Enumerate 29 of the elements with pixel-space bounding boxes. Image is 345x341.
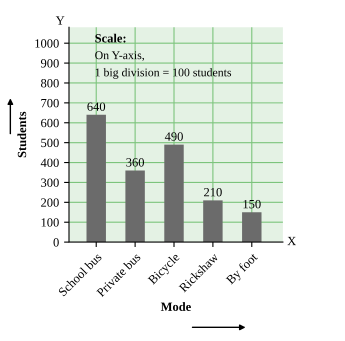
x-axis-title: Mode xyxy=(160,302,191,311)
annotation: On Y-axis, xyxy=(95,51,144,61)
y-tick-label: 400 xyxy=(40,158,59,168)
bar xyxy=(86,114,106,242)
x-tick-label: By foot xyxy=(225,252,260,286)
y-tick-label: 200 xyxy=(41,198,59,207)
y-tick-label: 100 xyxy=(42,218,59,227)
bar xyxy=(125,170,145,242)
y-tick-label: 600 xyxy=(41,118,59,128)
text: Y xyxy=(56,16,64,25)
data-label: 150 xyxy=(244,200,261,208)
data-label: 490 xyxy=(164,132,183,141)
y-tick-label: 700 xyxy=(41,98,59,108)
bar xyxy=(203,200,223,242)
y-tick-label: 900 xyxy=(40,59,59,68)
data-label: 210 xyxy=(204,188,222,196)
annotation: Scale: xyxy=(95,34,126,43)
y-tick-label: 800 xyxy=(41,79,59,88)
y-tick-label: 300 xyxy=(41,178,59,187)
data-label: 640 xyxy=(87,102,106,111)
bar xyxy=(242,212,262,242)
bar xyxy=(164,144,184,242)
annotation: 1 big division = 100 students xyxy=(96,68,232,79)
text: X xyxy=(287,236,296,246)
y-axis-title: Students xyxy=(17,112,26,158)
data-label: 360 xyxy=(126,158,144,167)
y-tick-label: 0 xyxy=(54,238,59,247)
y-tick-label: 1000 xyxy=(35,39,59,48)
y-tick-label: 500 xyxy=(41,138,59,148)
